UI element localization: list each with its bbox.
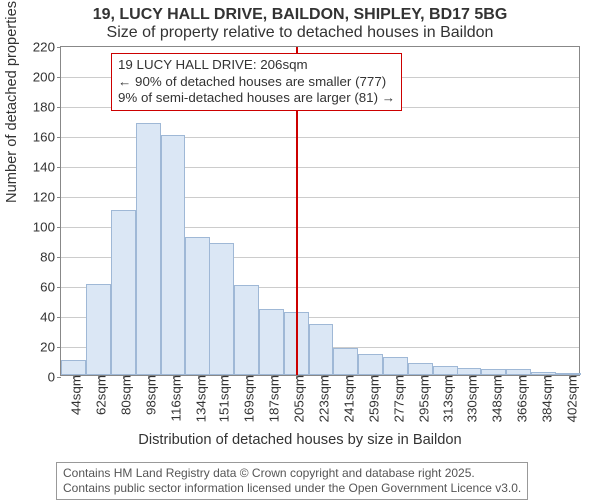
histogram-bar — [136, 123, 161, 375]
ytick-label: 100 — [33, 220, 61, 235]
histogram-bar — [185, 237, 210, 375]
ytick-label: 180 — [33, 100, 61, 115]
y-axis-label: Number of detached properties — [4, 1, 20, 203]
histogram-bar — [309, 324, 334, 375]
histogram-bar — [234, 285, 259, 375]
x-axis-label: Distribution of detached houses by size … — [0, 432, 600, 448]
ytick-label: 0 — [48, 370, 61, 385]
chart-title-line1: 19, LUCY HALL DRIVE, BAILDON, SHIPLEY, B… — [0, 6, 600, 24]
xtick-label: 187sqm — [261, 375, 282, 422]
xtick-label: 348sqm — [483, 375, 504, 422]
annotation-line3: 9% of semi-detached houses are larger (8… — [118, 90, 395, 107]
ytick-label: 120 — [33, 190, 61, 205]
xtick-label: 402sqm — [558, 375, 579, 422]
xtick-label: 366sqm — [508, 375, 529, 422]
histogram-bar — [408, 363, 433, 375]
histogram-bar — [457, 368, 482, 376]
ytick-label: 20 — [40, 340, 61, 355]
annotation-line1: 19 LUCY HALL DRIVE: 206sqm — [118, 57, 395, 74]
histogram-bar — [383, 357, 408, 375]
chart-title-line2: Size of property relative to detached ho… — [0, 24, 600, 42]
ytick-label: 220 — [33, 40, 61, 55]
xtick-label: 98sqm — [138, 375, 159, 415]
credits-box: Contains HM Land Registry data © Crown c… — [56, 462, 528, 500]
ytick-label: 200 — [33, 70, 61, 85]
ytick-label: 80 — [40, 250, 61, 265]
histogram-bar — [161, 135, 186, 375]
xtick-label: 277sqm — [385, 375, 406, 422]
xtick-label: 384sqm — [533, 375, 554, 422]
xtick-label: 151sqm — [211, 375, 232, 422]
xtick-label: 259sqm — [360, 375, 381, 422]
histogram-bar — [86, 284, 111, 376]
histogram-bar — [358, 354, 383, 375]
xtick-label: 80sqm — [113, 375, 134, 415]
histogram-bar — [111, 210, 136, 375]
xtick-label: 134sqm — [187, 375, 208, 422]
xtick-label: 62sqm — [88, 375, 109, 415]
xtick-label: 295sqm — [410, 375, 431, 422]
annotation-line2: ← 90% of detached houses are smaller (77… — [118, 74, 395, 91]
xtick-label: 169sqm — [236, 375, 257, 422]
xtick-label: 116sqm — [163, 375, 184, 421]
xtick-label: 330sqm — [458, 375, 479, 422]
ytick-label: 40 — [40, 310, 61, 325]
xtick-label: 313sqm — [435, 375, 456, 422]
xtick-label: 205sqm — [286, 375, 307, 422]
histogram-bar — [333, 348, 358, 375]
credits-line2: Contains public sector information licen… — [63, 481, 521, 496]
annotation-box: 19 LUCY HALL DRIVE: 206sqm ← 90% of deta… — [111, 53, 402, 111]
xtick-label: 44sqm — [63, 375, 84, 415]
ytick-label: 140 — [33, 160, 61, 175]
histogram-bar — [259, 309, 284, 375]
xtick-label: 223sqm — [311, 375, 332, 422]
histogram-bar — [209, 243, 234, 375]
chart-plot-area: 02040608010012014016018020022044sqm62sqm… — [60, 46, 580, 376]
xtick-label: 241sqm — [335, 375, 356, 422]
ytick-label: 160 — [33, 130, 61, 145]
ytick-label: 60 — [40, 280, 61, 295]
histogram-bar — [61, 360, 86, 375]
credits-line1: Contains HM Land Registry data © Crown c… — [63, 466, 521, 481]
histogram-bar — [433, 366, 458, 375]
